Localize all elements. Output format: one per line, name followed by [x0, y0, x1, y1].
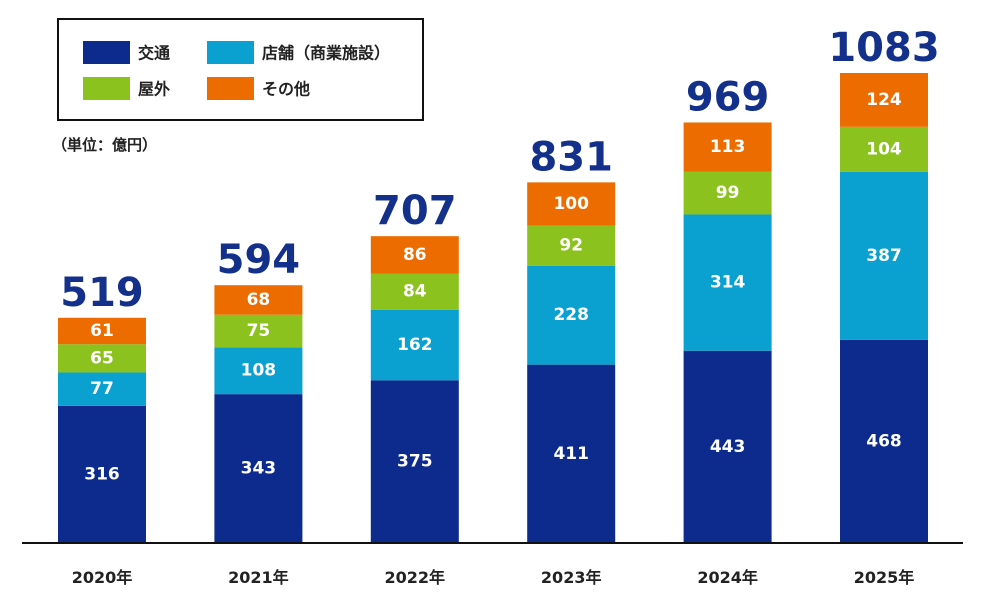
bar-segment: [370, 380, 459, 543]
legend-label: 交通: [138, 44, 170, 63]
bar-segment: [370, 309, 459, 381]
data-label: 108: [241, 361, 277, 381]
data-label: 124: [866, 90, 902, 110]
bar-stack: 316 77 65 61 519: [58, 270, 146, 543]
legend-swatch: [83, 77, 130, 100]
x-axis-ticks: 2020年 2021年 2022年 2023年 2024年 2025年: [72, 568, 915, 587]
data-label: 375: [397, 452, 433, 472]
bar-segment: [683, 122, 772, 172]
bars: 316 77 65 61 519 343 108 75 68 594 375 162 84 86 707 41…: [58, 25, 940, 543]
legend-item: 屋外: [83, 77, 170, 100]
data-label: 468: [866, 431, 902, 451]
bar-segment: [214, 314, 303, 348]
legend: 交通 店舗（商業施設） 屋外 その他: [57, 18, 424, 121]
legend-swatch: [83, 41, 130, 64]
data-label: 411: [553, 444, 589, 464]
data-label: 61: [90, 321, 114, 341]
total-label: 831: [529, 134, 613, 180]
x-tick-label: 2021年: [228, 568, 289, 587]
data-label: 99: [716, 183, 740, 203]
bar-segment: [58, 372, 146, 406]
bar-segment: [527, 265, 616, 365]
data-label: 86: [403, 245, 427, 265]
x-tick-label: 2022年: [385, 568, 446, 587]
data-label: 75: [247, 321, 271, 341]
bar-segment: [683, 171, 772, 215]
legend-item: 交通: [83, 41, 170, 64]
bar-segment: [683, 214, 772, 351]
bar-segment: [58, 405, 146, 543]
data-label: 443: [710, 437, 746, 457]
data-label: 387: [866, 246, 902, 266]
bar-segment: [214, 347, 303, 395]
data-label: 65: [90, 348, 114, 368]
bar-segment: [840, 339, 928, 543]
bar-segment: [370, 273, 459, 310]
data-label: 343: [241, 459, 277, 479]
total-label: 594: [217, 237, 301, 283]
bar-segment: [840, 126, 928, 172]
bar-segment: [214, 285, 303, 315]
data-label: 92: [559, 236, 583, 256]
x-tick-label: 2023年: [541, 568, 602, 587]
bar-segment: [840, 171, 928, 340]
bar-stack: 343 108 75 68 594: [214, 237, 303, 543]
bar-segment: [527, 182, 616, 226]
data-label: 104: [866, 139, 902, 159]
bar-segment: [527, 364, 616, 543]
data-label: 113: [710, 137, 746, 157]
bar-segment: [370, 236, 459, 274]
x-tick-label: 2024年: [697, 568, 758, 587]
legend-box: [57, 18, 424, 121]
bar-segment: [58, 344, 146, 373]
legend-swatch: [207, 41, 254, 64]
data-label: 77: [90, 379, 114, 399]
data-label: 162: [397, 335, 433, 355]
bar-segment: [58, 317, 146, 345]
data-label: 228: [553, 305, 589, 325]
legend-item: その他: [207, 77, 310, 100]
x-tick-label: 2025年: [854, 568, 915, 587]
data-label: 316: [84, 464, 120, 484]
data-label: 314: [710, 273, 746, 293]
bar-segment: [840, 73, 928, 127]
legend-label: 屋外: [138, 80, 170, 99]
total-label: 969: [686, 74, 770, 120]
legend-label: その他: [262, 80, 310, 99]
bar-segment: [683, 350, 772, 543]
total-label: 519: [60, 270, 144, 316]
total-label: 1083: [828, 25, 939, 71]
unit-label: （単位：億円）: [52, 136, 157, 154]
x-tick-label: 2020年: [72, 568, 133, 587]
data-label: 84: [403, 282, 427, 302]
legend-label: 店舗（商業施設）: [262, 44, 390, 63]
data-label: 100: [553, 194, 589, 214]
legend-swatch: [207, 77, 254, 100]
bar-segment: [527, 225, 616, 266]
bar-stack: 411 228 92 100 831: [527, 134, 616, 543]
bar-stack: 375 162 84 86 707: [370, 188, 459, 543]
data-label: 68: [247, 290, 271, 310]
bar-stack: 468 387 104 124 1083: [828, 25, 940, 543]
total-label: 707: [373, 188, 457, 234]
legend-item: 店舗（商業施設）: [207, 41, 390, 64]
bar-segment: [214, 394, 303, 543]
bar-stack: 443 314 99 113 969: [683, 74, 772, 543]
